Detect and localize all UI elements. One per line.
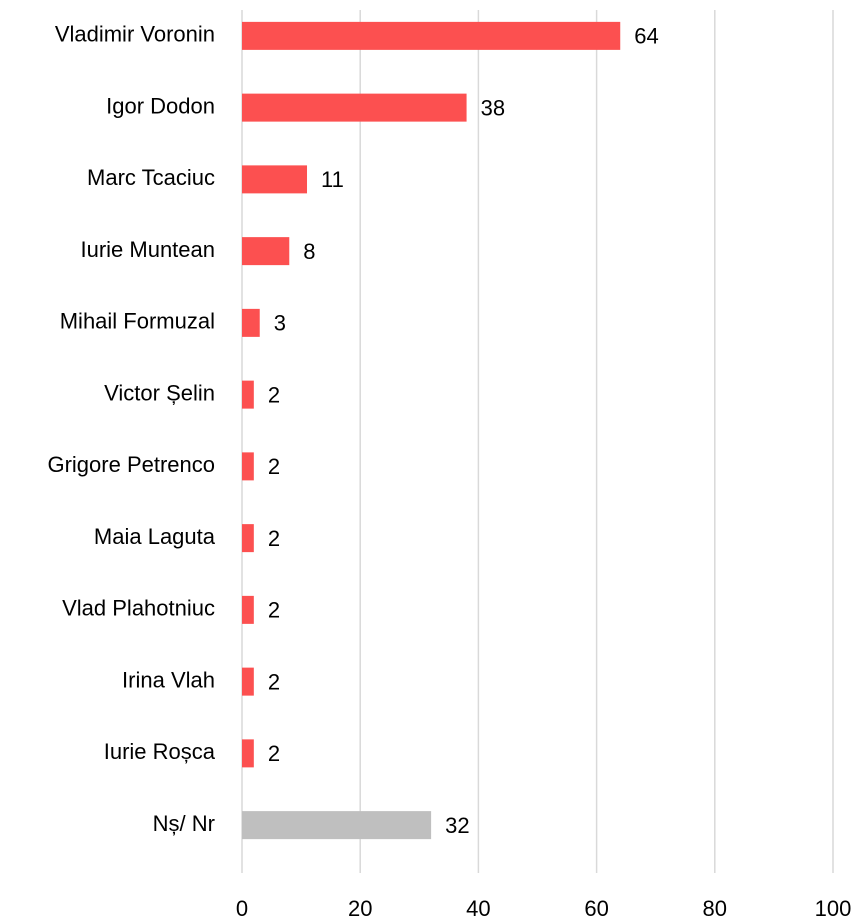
data-label: 11 xyxy=(321,167,344,192)
data-label: 2 xyxy=(268,741,280,766)
data-label: 2 xyxy=(268,669,280,694)
y-tick-label: Mihail Formuzal xyxy=(60,309,215,334)
bar xyxy=(242,380,254,409)
y-tick-label: Igor Dodon xyxy=(106,93,215,118)
bar xyxy=(242,739,254,768)
y-tick-label: Maia Laguta xyxy=(94,524,216,549)
bar xyxy=(242,21,621,50)
data-label: 32 xyxy=(445,813,469,838)
data-label: 3 xyxy=(274,311,286,336)
data-label: 8 xyxy=(303,239,315,264)
y-tick-label: Marc Tcaciuc xyxy=(87,165,215,190)
bar xyxy=(242,93,467,122)
y-tick-label: Grigore Petrenco xyxy=(47,452,215,477)
bar xyxy=(242,524,254,553)
data-label: 2 xyxy=(268,526,280,551)
y-tick-label: Nș/ Nr xyxy=(153,811,215,836)
bar xyxy=(242,165,308,194)
data-label: 2 xyxy=(268,382,280,407)
bar xyxy=(242,308,260,337)
data-label: 2 xyxy=(268,454,280,479)
y-tick-label: Vlad Plahotniuc xyxy=(62,596,215,621)
y-tick-label: Irina Vlah xyxy=(122,667,215,692)
y-tick-label: Iurie Roșca xyxy=(104,739,216,764)
data-label: 64 xyxy=(634,24,658,49)
x-tick-label: 100 xyxy=(815,896,852,921)
bar xyxy=(242,667,254,696)
x-tick-label: 60 xyxy=(584,896,608,921)
y-tick-label: Iurie Muntean xyxy=(80,237,215,262)
x-tick-label: 80 xyxy=(703,896,727,921)
x-tick-label: 0 xyxy=(236,896,248,921)
x-tick-label: 40 xyxy=(466,896,490,921)
y-tick-label: Vladimir Voronin xyxy=(55,22,215,47)
bar xyxy=(242,595,254,624)
bar xyxy=(242,452,254,481)
x-tick-label: 20 xyxy=(348,896,372,921)
data-label: 38 xyxy=(481,95,505,120)
bar xyxy=(242,237,290,266)
y-tick-label: Victor Șelin xyxy=(104,380,215,405)
data-label: 2 xyxy=(268,598,280,623)
bar xyxy=(242,811,432,840)
